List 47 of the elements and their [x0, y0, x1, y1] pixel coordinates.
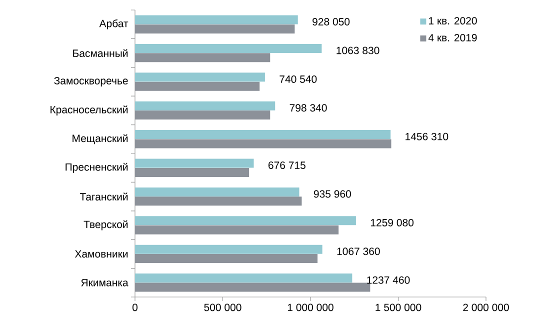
- y-tick-label: Замоскворечье: [54, 77, 128, 87]
- data-label: 935 960: [314, 190, 351, 198]
- bar: [135, 53, 270, 62]
- y-tick-label: Пресненский: [66, 162, 128, 173]
- x-tick-label: 1 500 000: [376, 304, 422, 312]
- bar: [135, 225, 339, 234]
- bar: [135, 101, 276, 110]
- data-label: 1259 080: [370, 218, 414, 226]
- data-label: 1067 360: [337, 248, 380, 256]
- bar: [135, 282, 370, 292]
- bar: [135, 139, 392, 148]
- bar: [135, 110, 270, 120]
- bar: [135, 15, 298, 24]
- data-label: 1063 830: [336, 46, 380, 54]
- bar: [135, 187, 300, 196]
- bar: [135, 196, 302, 206]
- bar: [135, 216, 356, 226]
- x-tick-label: 0: [132, 304, 138, 312]
- bar: [135, 274, 352, 283]
- bar: [135, 44, 322, 53]
- y-tick-label: Мещанский: [72, 134, 128, 144]
- data-label: 740 540: [280, 75, 317, 83]
- data-label: 1456 310: [406, 132, 448, 140]
- legend-label: 4 кв. 2019: [428, 34, 477, 42]
- data-label: 798 340: [290, 104, 327, 112]
- bar: [135, 72, 265, 82]
- data-label: 928 050: [312, 18, 350, 26]
- bar: [135, 130, 391, 140]
- bar: [135, 254, 318, 264]
- y-tick-label: Басманный: [73, 49, 128, 58]
- y-tick-label: Хамовники: [74, 250, 128, 258]
- y-tick-label: Арбат: [99, 19, 128, 30]
- bar: [135, 82, 260, 91]
- data-label: 676 715: [268, 162, 306, 169]
- x-tick-label: 2 000 000: [463, 304, 509, 312]
- y-tick-label: Тверской: [84, 220, 128, 230]
- legend-label: 1 кв. 2020: [428, 17, 477, 25]
- data-label: 1237 460: [367, 276, 410, 284]
- y-tick-label: Якиманка: [81, 279, 128, 286]
- bar: [135, 158, 254, 168]
- bar: [135, 24, 295, 34]
- x-tick-label: 500 000: [204, 304, 242, 312]
- bar: [135, 168, 250, 177]
- y-tick-label: Таганский: [80, 192, 128, 201]
- bar: [135, 244, 322, 254]
- x-tick-label: 1 000 000: [288, 304, 334, 312]
- y-tick-label: Красносельский: [50, 105, 128, 116]
